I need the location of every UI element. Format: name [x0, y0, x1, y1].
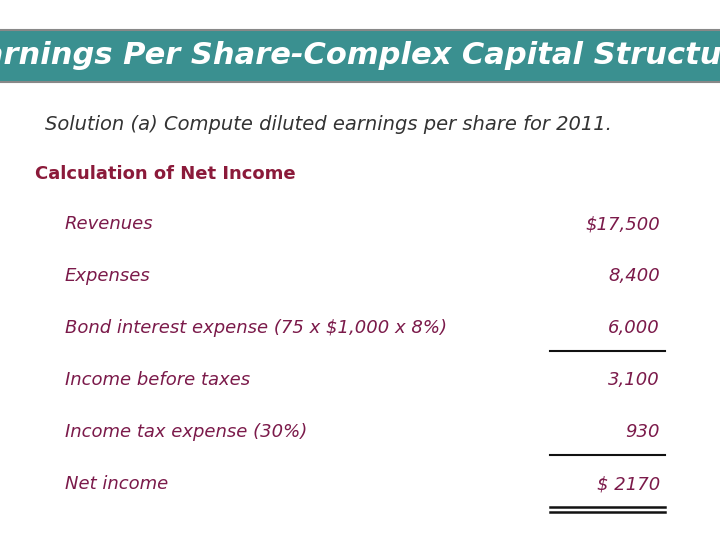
Text: $17,500: $17,500: [585, 215, 660, 233]
Text: 8,400: 8,400: [608, 267, 660, 285]
Text: Net income: Net income: [65, 475, 168, 493]
Text: Calculation of Net Income: Calculation of Net Income: [35, 165, 296, 183]
Text: Income tax expense (30%): Income tax expense (30%): [65, 423, 307, 441]
Bar: [0, 30, 720, 82]
Text: Revenues: Revenues: [65, 215, 153, 233]
Text: Expenses: Expenses: [65, 267, 150, 285]
Text: 930: 930: [626, 423, 660, 441]
Text: $ 2170: $ 2170: [597, 475, 660, 493]
Text: Earnings Per Share-Complex Capital Structure: Earnings Per Share-Complex Capital Struc…: [0, 42, 720, 71]
Text: 6,000: 6,000: [608, 319, 660, 337]
Text: Solution (a) Compute diluted earnings per share for 2011.: Solution (a) Compute diluted earnings pe…: [45, 115, 612, 134]
Text: 3,100: 3,100: [608, 371, 660, 389]
Text: Income before taxes: Income before taxes: [65, 371, 250, 389]
Text: Bond interest expense (75 x $1,000 x 8%): Bond interest expense (75 x $1,000 x 8%): [65, 319, 447, 337]
